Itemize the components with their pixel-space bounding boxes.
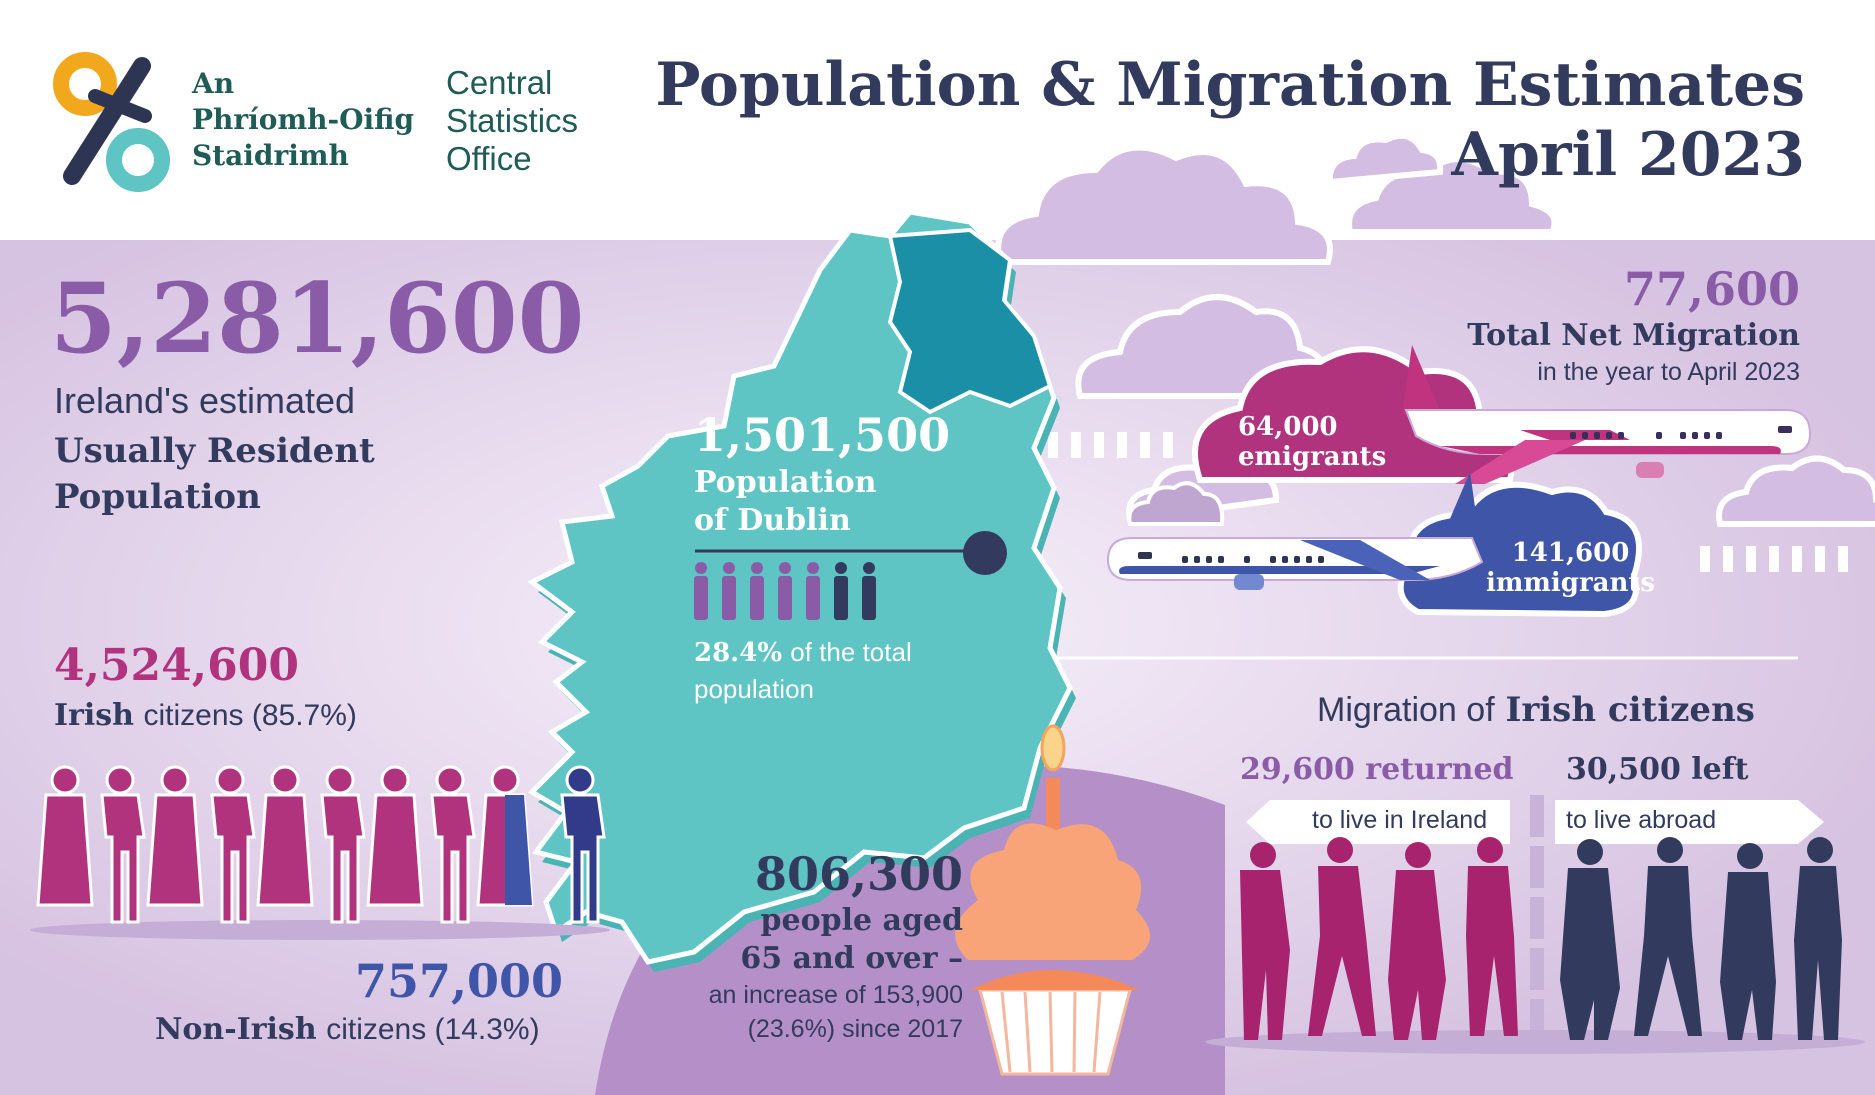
dublin-count: 1,501,500	[694, 408, 951, 462]
aged-count: 806,300	[754, 847, 963, 901]
dublin-share-percent: 28.4%	[694, 638, 783, 668]
emigrants-label: emigrants	[1238, 442, 1387, 472]
dublin-share: 28.4% of the total population	[694, 634, 912, 707]
small-cloud-icon	[1127, 481, 1225, 526]
people-shadow	[30, 920, 610, 940]
immigrants-label: immigrants	[1486, 568, 1656, 598]
net-migration-count: 77,600	[1623, 262, 1800, 316]
dublin-label-line: of Dublin	[694, 503, 851, 538]
emigrants-text: 64,000 emigrants	[1238, 412, 1386, 472]
left-count: 30,500	[1566, 752, 1681, 787]
aged-increase-2: (23.6%) since 2017	[747, 1015, 963, 1043]
logo-english-name: Central Statistics Office	[446, 64, 578, 178]
irish-citizens-people-icon	[36, 765, 606, 924]
page-title: Population & Migration Estimates April 2…	[655, 50, 1805, 190]
dublin-marker	[963, 531, 1007, 575]
title-line-2: April 2023	[1451, 120, 1805, 190]
logo-irish-line: Staidrimh	[192, 139, 349, 172]
plane-icon	[1106, 472, 1484, 590]
left-heading: 30,500 left	[1566, 752, 1749, 787]
left-people-icon	[1560, 837, 1842, 1040]
logo-irish-line: An	[192, 67, 235, 100]
centre-divider	[1530, 795, 1544, 1041]
heading-bold: Irish citizens	[1505, 690, 1755, 730]
left-word: left	[1691, 752, 1749, 787]
returned-count: 29,600	[1240, 752, 1355, 787]
dublin-label-line: Population	[694, 465, 877, 500]
plane-icon	[1402, 345, 1812, 484]
left-sub: to live abroad	[1566, 806, 1717, 834]
returned-sub: to live in Ireland	[1312, 806, 1488, 834]
irish-suffix: citizens (85.7%)	[143, 699, 357, 732]
net-migration-label: Total Net Migration	[1467, 318, 1800, 353]
non-irish-label: Non-Irish	[155, 1012, 317, 1047]
population-total: 5,281,600	[50, 262, 585, 375]
left-banner	[1555, 800, 1824, 844]
dublin-label: Population of Dublin	[694, 464, 876, 540]
population-label-line: Population	[54, 477, 261, 517]
net-migration-period: in the year to April 2023	[1537, 358, 1800, 386]
logo-irish-name: An Phríomh-Oifig Staidrimh	[192, 66, 414, 174]
non-irish-suffix: citizens (14.3%)	[326, 1013, 540, 1046]
dublin-share-suffix: of the total	[790, 637, 912, 667]
logo-english-line: Central	[446, 64, 553, 101]
cso-logo-icon	[53, 52, 170, 192]
non-irish-citizens-label: Non-Irish citizens (14.3%)	[155, 1012, 540, 1047]
logo-english-line: Office	[446, 140, 532, 177]
dublin-people-icon	[694, 562, 876, 620]
population-label: Ireland's estimated	[54, 380, 356, 421]
title-line-1: Population & Migration Estimates	[655, 50, 1805, 120]
immigrants-text: 141,600 immigrants	[1486, 538, 1655, 598]
dublin-share-line: 28.4% of the total	[694, 634, 912, 671]
aged-increase: an increase of 153,900	[708, 981, 963, 1009]
flight-trail	[1025, 432, 1848, 572]
non-irish-citizens-count: 757,000	[355, 954, 564, 1008]
irish-label: Irish	[54, 698, 134, 733]
returned-heading: 29,600 returned	[1240, 752, 1514, 787]
cupcake-icon	[955, 724, 1151, 1076]
aged-label-2: 65 and over –	[740, 941, 963, 976]
logo-irish-line: Phríomh-Oifig	[192, 103, 415, 136]
returned-word: returned	[1365, 752, 1514, 787]
population-label-line: Usually Resident	[54, 431, 375, 471]
returned-banner	[1246, 800, 1510, 844]
irish-citizens-count: 4,524,600	[54, 640, 299, 691]
dublin-share-line-2: population	[694, 674, 814, 704]
irish-citizens-label: Irish citizens (85.7%)	[54, 698, 357, 733]
immigrants-count: 141,600	[1511, 538, 1630, 568]
aged-block: 806,300 people aged 65 and over – an inc…	[709, 846, 963, 1046]
logo-english-line: Statistics	[446, 102, 579, 139]
population-label-bold: Usually Resident Population	[54, 428, 375, 520]
returned-people-icon	[1240, 837, 1518, 1040]
heading-prefix: Migration of	[1317, 691, 1495, 729]
irish-migration-heading: Migration of Irish citizens	[1317, 690, 1755, 730]
aged-label: people aged	[760, 903, 963, 938]
emigrants-count: 64,000	[1238, 412, 1338, 442]
